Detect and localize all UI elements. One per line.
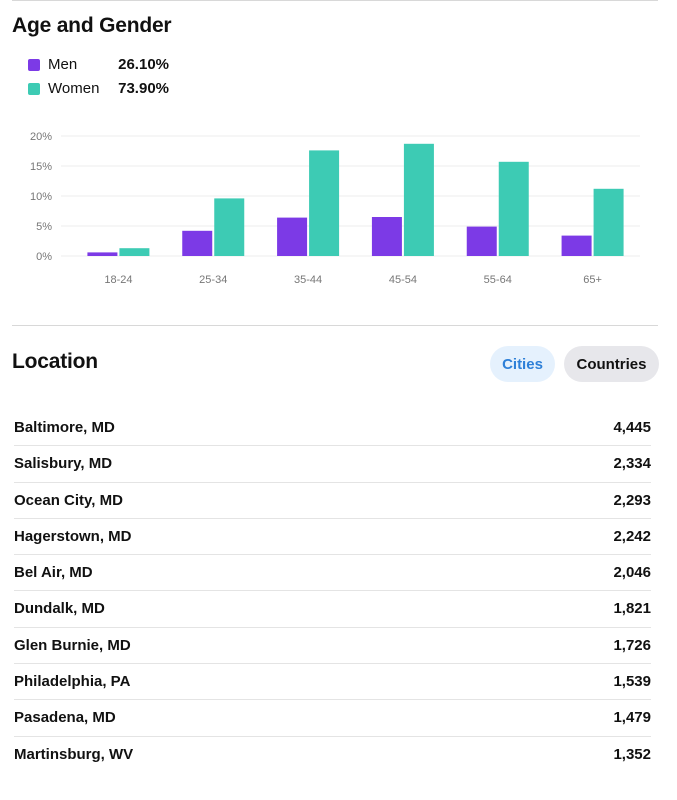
x-tick-label: 25-34 (199, 274, 227, 286)
city-name: Ocean City, MD (14, 491, 123, 509)
list-item[interactable]: Salisbury, MD 2,334 (14, 446, 651, 483)
city-name: Hagerstown, MD (14, 527, 132, 545)
list-item[interactable]: Philadelphia, PA 1,539 (14, 664, 651, 701)
y-tick-label: 10% (30, 191, 52, 203)
list-item[interactable]: Bel Air, MD 2,046 (14, 555, 651, 592)
bar-women-25-34[interactable] (214, 198, 245, 256)
list-item[interactable]: Baltimore, MD 4,445 (14, 410, 651, 447)
x-tick-label: 18-24 (104, 274, 132, 286)
y-tick-label: 5% (36, 221, 52, 233)
list-item[interactable]: Pasadena, MD 1,479 (14, 700, 651, 737)
tab-cities[interactable]: Cities (490, 346, 555, 382)
tab-countries[interactable]: Countries (564, 346, 659, 382)
legend-percent-men: 26.10% (118, 56, 169, 73)
city-count: 4,445 (613, 419, 651, 436)
bar-men-65+[interactable] (561, 235, 592, 256)
list-item[interactable]: Hagerstown, MD 2,242 (14, 519, 651, 556)
city-name: Dundalk, MD (14, 600, 105, 618)
city-name: Glen Burnie, MD (14, 636, 131, 654)
bar-men-55-64[interactable] (466, 226, 497, 256)
x-tick-label: 45-54 (389, 274, 417, 286)
city-count: 2,293 (613, 491, 651, 509)
list-item[interactable]: Ocean City, MD 2,293 (14, 483, 651, 519)
bar-men-18-24[interactable] (87, 252, 118, 256)
city-name: Martinsburg, WV (14, 745, 134, 763)
location-title: Location (12, 350, 98, 373)
y-tick-label: 0% (36, 251, 52, 263)
legend-item-men: Men 26.10% (28, 56, 169, 74)
legend-label-men: Men (48, 56, 78, 73)
city-count: 1,352 (613, 745, 651, 763)
women-color-swatch (28, 83, 40, 95)
list-item[interactable]: Martinsburg, WV 1,352 (14, 737, 651, 773)
city-count: 2,334 (613, 455, 651, 473)
legend-item-women: Women 73.90% (28, 80, 169, 98)
city-count: 1,479 (613, 709, 651, 727)
x-tick-label: 65+ (583, 274, 602, 286)
bar-men-25-34[interactable] (182, 230, 213, 256)
bar-women-45-54[interactable] (403, 143, 434, 256)
list-item[interactable]: Dundalk, MD 1,821 (14, 591, 651, 628)
legend-percent-women: 73.90% (118, 80, 169, 97)
section-divider (12, 325, 658, 326)
city-count: 2,046 (613, 564, 651, 582)
age-gender-bar-chart: 0% 5% 10% 15% 20% 18-24 25-34 35-44 45-54 55-64 65… (30, 131, 640, 286)
men-color-swatch (28, 59, 40, 71)
location-list: Baltimore, MD 4,445 Salisbury, MD 2,334 … (14, 410, 651, 773)
city-count: 1,726 (613, 636, 651, 654)
bar-women-55-64[interactable] (498, 161, 529, 256)
city-count: 1,821 (613, 600, 651, 618)
bar-men-45-54[interactable] (371, 217, 402, 256)
y-tick-label: 15% (30, 161, 52, 173)
bar-women-65+[interactable] (593, 188, 624, 256)
city-name: Bel Air, MD (14, 564, 93, 582)
legend-label-women: Women (48, 80, 100, 97)
list-item[interactable]: Glen Burnie, MD 1,726 (14, 628, 651, 665)
city-count: 1,539 (613, 673, 651, 691)
top-divider (12, 0, 658, 1)
bar-men-35-44[interactable] (277, 217, 308, 256)
bar-women-18-24[interactable] (119, 248, 150, 256)
y-tick-label: 20% (30, 131, 52, 143)
x-tick-label: 55-64 (484, 274, 512, 286)
city-name: Pasadena, MD (14, 709, 116, 727)
city-name: Baltimore, MD (14, 419, 115, 436)
city-count: 2,242 (613, 527, 651, 545)
city-name: Philadelphia, PA (14, 673, 131, 691)
age-gender-title: Age and Gender (12, 14, 172, 37)
city-name: Salisbury, MD (14, 455, 113, 473)
bar-women-35-44[interactable] (309, 150, 340, 256)
x-tick-label: 35-44 (294, 274, 322, 286)
